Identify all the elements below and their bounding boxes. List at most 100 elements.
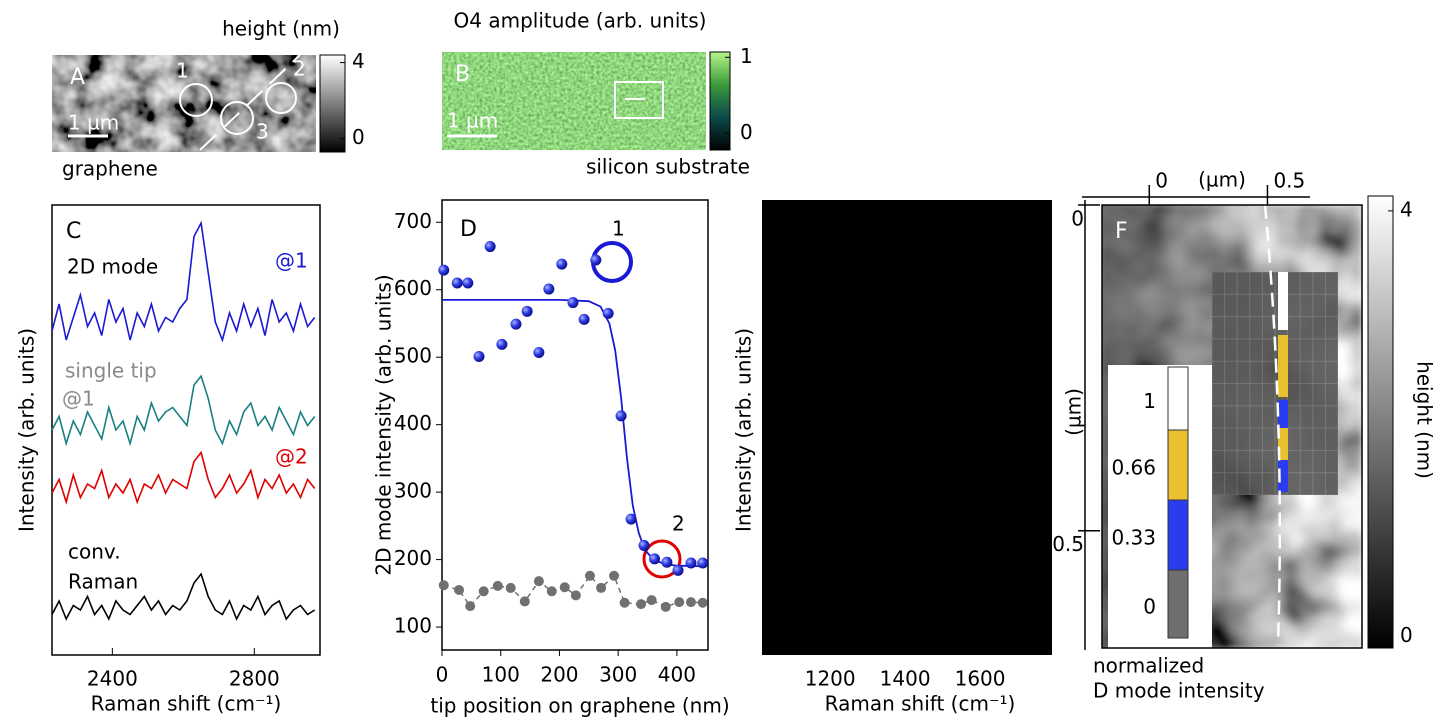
y-tick-label: 0 [1071,207,1084,231]
data-point [578,313,590,325]
data-point [697,557,709,569]
data-point [619,597,630,608]
x-tick-label: 0.5 [1273,169,1305,193]
y-axis-title: 2D mode intensity (arb. units) [372,274,396,575]
series-label: single tip [65,359,157,383]
legend-label: 0 [1143,595,1156,619]
legend-label: 1 [1143,389,1156,413]
spectrum [51,572,316,621]
data-point [625,513,637,525]
intensity-cell [1278,335,1288,397]
colorbar-tick-label: 0 [352,125,365,149]
intensity-cell [1278,272,1288,330]
spectrum [51,374,316,447]
data-point [646,595,657,606]
y-tick-label: 600 [394,276,432,300]
panel-label: B [455,62,470,87]
data-point [451,277,463,289]
x-tick-label: 400 [658,663,696,687]
series-label: @1 [62,387,95,411]
annotation: 2 [672,512,685,536]
data-point [438,580,449,591]
panel-b: O4 amplitude (arb. units) B 1 µm silicon… [442,9,750,179]
data-point [615,410,627,422]
x-axis-title: (µm) [1198,168,1246,192]
intensity-cell [1278,428,1288,460]
colorbar-tick-label: 1 [740,44,753,68]
data-point [454,584,465,595]
data-point [492,580,503,591]
x-tick-label: 1200 [805,667,856,691]
overlay [68,54,301,151]
colorbar-tick-label: 4 [1400,197,1413,221]
y-tick-label: 200 [394,546,432,570]
x-tick-label: 200 [540,663,578,687]
legend-title: normalized [1093,654,1204,678]
data-point [521,305,533,317]
scale-bar-label: 1 µm [447,109,498,133]
x-tick-label: 2400 [87,667,138,691]
annotation: 2 [293,57,306,81]
title: height (nm) [222,17,340,41]
highlight [642,539,682,579]
y-axis-title: (µm) [1062,388,1086,436]
data-point [543,283,555,295]
data-point [438,264,450,276]
series-label: conv. [68,540,121,564]
data-point [672,564,684,576]
legend-label: 0.33 [1111,526,1156,550]
data-point [462,277,474,289]
y-tick-label: 500 [394,344,432,368]
data-point [570,590,581,601]
panel-d: tip position on graphene (nm) 2D mode in… [372,199,730,718]
panel-label: C [66,219,81,244]
spectrum [51,450,316,505]
panel-f: F (µm) (µm) normalized D mode intensity … [1062,168,1437,703]
panel-e: Raman shift (cm⁻¹) Intensity (arb. units… [732,200,1052,716]
data-point [533,346,545,358]
data-point [567,297,579,309]
data-point [533,576,544,587]
data-point [636,599,647,610]
panel-a: height (nm) A 1 2 3 1 µm graphene [51,17,340,181]
x-axis-title: tip position on graphene (nm) [430,694,729,718]
y-axis-title: Intensity (arb. units) [15,328,39,532]
data-point [556,258,568,270]
legend-swatch [1167,429,1189,501]
fit-line [442,299,707,568]
x-tick-label: 1400 [880,667,931,691]
data-point [546,586,557,597]
data-point [590,254,602,266]
caption: silicon substrate [586,155,750,179]
x-tick-label: 0 [436,663,449,687]
plot-area [762,200,1052,655]
data-point [519,596,530,607]
data-point [484,241,496,253]
annotation: 1 [176,59,189,83]
colorbar-tick-label: 4 [352,49,365,73]
y-tick-label: 0.5 [1052,532,1084,556]
series-label: @1 [275,249,308,273]
data-point [478,586,489,597]
x-axis-title: Raman shift (cm⁻¹) [825,692,1016,716]
data-point [602,307,614,319]
x-tick-label: 300 [599,663,637,687]
colorbar-tick-label: 0 [740,120,753,144]
axes-frame [441,199,709,651]
data-point [510,318,522,330]
panel-c: Raman shift (cm⁻¹) Intensity (arb. units… [15,204,321,716]
legend-label: 0.66 [1111,456,1156,480]
y-tick-label: 700 [394,209,432,233]
spectrum [51,220,316,343]
series-label: Raman [68,570,138,594]
legend-swatch [1167,499,1189,571]
data-point [661,556,673,568]
data-point [496,338,508,350]
colorbar [319,54,346,153]
legend-swatch [1167,569,1189,639]
axes-frame [1101,204,1363,649]
colorbar [1367,195,1394,649]
x-tick-label: 0 [1155,169,1168,193]
data-point [697,597,708,608]
